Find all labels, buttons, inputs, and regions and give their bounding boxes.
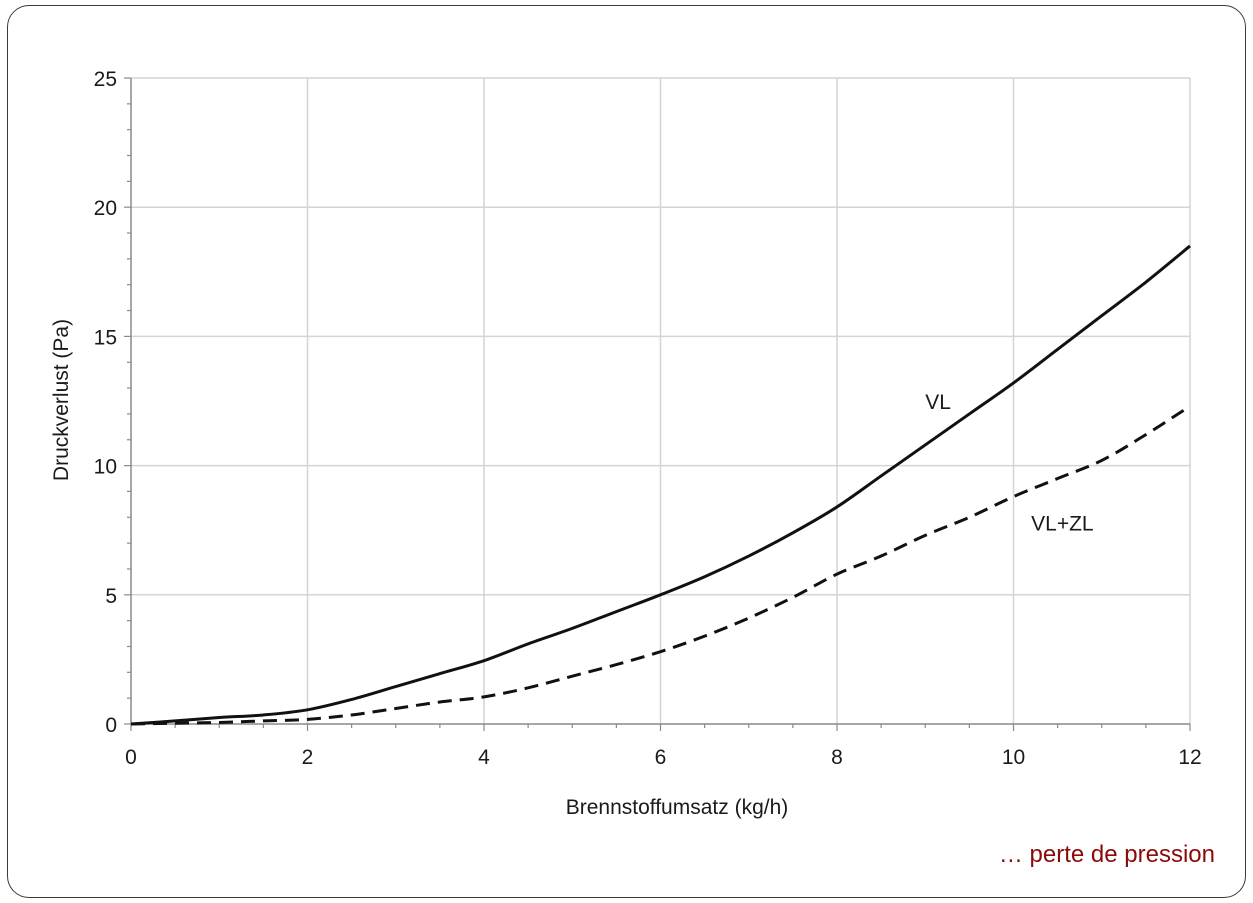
- y-tick-label: 15: [94, 326, 117, 349]
- series-annotations: VL VL+ZL: [925, 391, 1093, 535]
- series-line-vl-zl: [130, 404, 1191, 726]
- series-label-vl-zl: VL+ZL: [1031, 512, 1093, 535]
- series-line-vl: [130, 244, 1191, 726]
- x-tick-label: 10: [1002, 746, 1025, 769]
- y-axis-title: Druckverlust (Pa): [50, 319, 73, 481]
- caption-text: … perte de pression: [998, 841, 1215, 868]
- grid-lines: [131, 77, 1191, 724]
- tick-labels: 0 2 4 6 8 10 12 0 5 10 15 20 25: [94, 68, 1202, 769]
- x-tick-label: 4: [478, 746, 490, 769]
- chart-frame: [7, 5, 1246, 898]
- x-tick-label: 2: [302, 746, 314, 769]
- y-tick-label: 25: [94, 68, 117, 91]
- y-tick-label: 20: [94, 197, 117, 220]
- series-lines: [130, 244, 1191, 726]
- x-axis-title: Brennstoffumsatz (kg/h): [566, 796, 789, 819]
- y-tick-label: 5: [105, 585, 117, 608]
- x-tick-label: 6: [655, 746, 667, 769]
- y-tick-label: 0: [105, 714, 117, 737]
- series-label-vl: VL: [925, 391, 951, 414]
- x-tick-label: 8: [831, 746, 843, 769]
- x-tick-label: 12: [1178, 746, 1201, 769]
- x-tick-label: 0: [125, 746, 137, 769]
- y-tick-label: 10: [94, 456, 117, 479]
- axes: [124, 77, 1191, 731]
